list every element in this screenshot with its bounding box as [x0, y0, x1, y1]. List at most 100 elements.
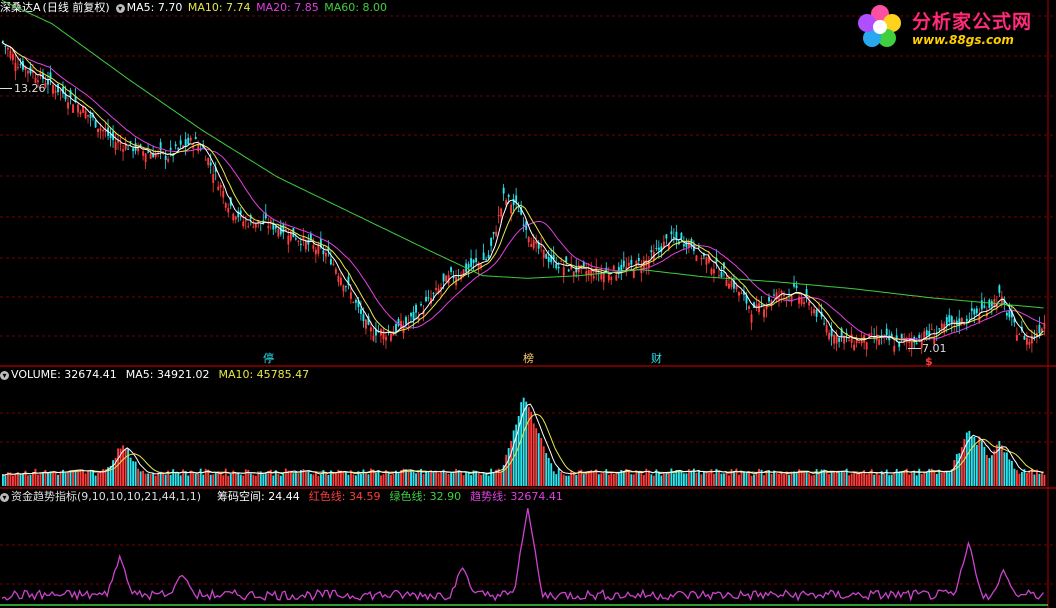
logo-url: www.88gs.com — [912, 33, 1014, 47]
candle-body — [339, 277, 342, 286]
volume-bar — [632, 474, 635, 486]
volume-bar — [342, 472, 345, 486]
volume-bar — [199, 468, 202, 486]
event-marker-finance[interactable]: 财 — [651, 352, 662, 365]
settings-circle-icon[interactable]: ▾ — [0, 492, 9, 502]
candle-body — [94, 120, 97, 128]
volume-bar — [800, 470, 803, 486]
candle-body — [547, 257, 550, 262]
candle-body — [948, 315, 951, 323]
candle-body — [365, 319, 367, 329]
candle-body — [314, 249, 317, 255]
volume-bar — [652, 475, 655, 486]
candle-body — [615, 274, 618, 281]
candle-body — [858, 342, 861, 344]
volume-bar — [375, 473, 377, 486]
candle-body — [973, 309, 976, 315]
volume-bar — [968, 430, 971, 486]
volume-bar — [322, 470, 325, 486]
volume-bar — [425, 471, 427, 486]
candle-body — [520, 206, 523, 215]
candle-body — [287, 235, 290, 245]
candle-body — [898, 341, 901, 347]
volume-bar — [815, 469, 818, 486]
candle-body — [224, 203, 227, 208]
candle-body — [813, 309, 816, 314]
volume-bar — [157, 472, 160, 486]
candle-body — [207, 157, 210, 166]
candle-body — [117, 140, 120, 143]
candle-body — [425, 296, 427, 302]
settings-circle-icon[interactable]: ▾ — [115, 3, 125, 13]
volume-bar — [324, 471, 327, 486]
candle-body — [282, 224, 285, 233]
indicator-name: 资金趋势指标(9,10,10,10,21,44,1,1) — [11, 490, 202, 503]
candle-body — [908, 339, 911, 343]
candle-body — [184, 139, 187, 147]
candle-body — [82, 106, 84, 113]
volume-bar — [492, 472, 495, 486]
volume-bar — [59, 471, 62, 486]
candle-body — [367, 315, 370, 325]
candle-body — [655, 248, 658, 250]
event-marker-dividend[interactable]: $ — [925, 355, 933, 368]
candle-body — [833, 334, 836, 344]
candle-body — [7, 47, 9, 50]
candle-body — [637, 257, 640, 261]
volume-bar — [768, 470, 770, 486]
candle-body — [592, 276, 595, 279]
event-marker-suspend[interactable]: 停 — [263, 352, 274, 365]
event-marker-ranking[interactable]: 榜 — [523, 352, 534, 365]
candle-body — [560, 260, 563, 262]
candle-body — [164, 155, 167, 160]
volume-bar — [708, 473, 710, 486]
volume-bar — [329, 470, 332, 486]
volume-bar — [798, 469, 801, 486]
candle-body — [893, 345, 896, 352]
volume-bar — [69, 470, 72, 486]
candle-body — [900, 333, 903, 339]
candle-body — [710, 268, 713, 275]
candle-body — [137, 145, 140, 152]
volume-bar — [873, 474, 876, 486]
volume-bar — [677, 469, 680, 486]
candle-body — [319, 238, 322, 248]
volume-bar — [62, 469, 64, 486]
candle-body — [299, 243, 302, 246]
candle-body — [437, 288, 440, 294]
settings-circle-icon[interactable]: ▾ — [0, 370, 9, 380]
chip-space-readout: 筹码空间: 24.44 — [217, 490, 300, 503]
volume-bar — [415, 473, 417, 486]
volume-bar — [259, 471, 262, 486]
volume-bar — [865, 474, 868, 486]
volume-bar — [432, 472, 435, 486]
volume-bar — [532, 423, 535, 486]
volume-bar — [194, 473, 197, 486]
volume-bar — [269, 469, 272, 486]
volume-bar — [868, 473, 871, 486]
volume-bar — [29, 474, 32, 486]
candle-body — [309, 233, 312, 241]
volume-bar — [552, 471, 555, 486]
volume-bar — [740, 471, 743, 486]
volume-bar — [7, 472, 9, 486]
candle-body — [47, 79, 49, 85]
volume-bar — [402, 468, 405, 486]
volume-bar — [87, 470, 89, 486]
volume-bar — [202, 474, 205, 486]
candle-body — [422, 310, 425, 315]
volume-bar — [545, 453, 548, 486]
volume-bar — [758, 468, 760, 486]
volume-bar — [670, 468, 673, 486]
candle-body — [1028, 341, 1031, 345]
volume-bar — [547, 457, 550, 486]
candle-body — [44, 82, 47, 88]
candle-body — [492, 231, 495, 234]
volume-bar — [993, 450, 996, 486]
volume-bar — [635, 470, 638, 486]
volume-bar — [99, 471, 102, 486]
volume-bar — [212, 474, 215, 486]
volume-bar — [327, 474, 330, 486]
candle-body — [840, 328, 843, 337]
